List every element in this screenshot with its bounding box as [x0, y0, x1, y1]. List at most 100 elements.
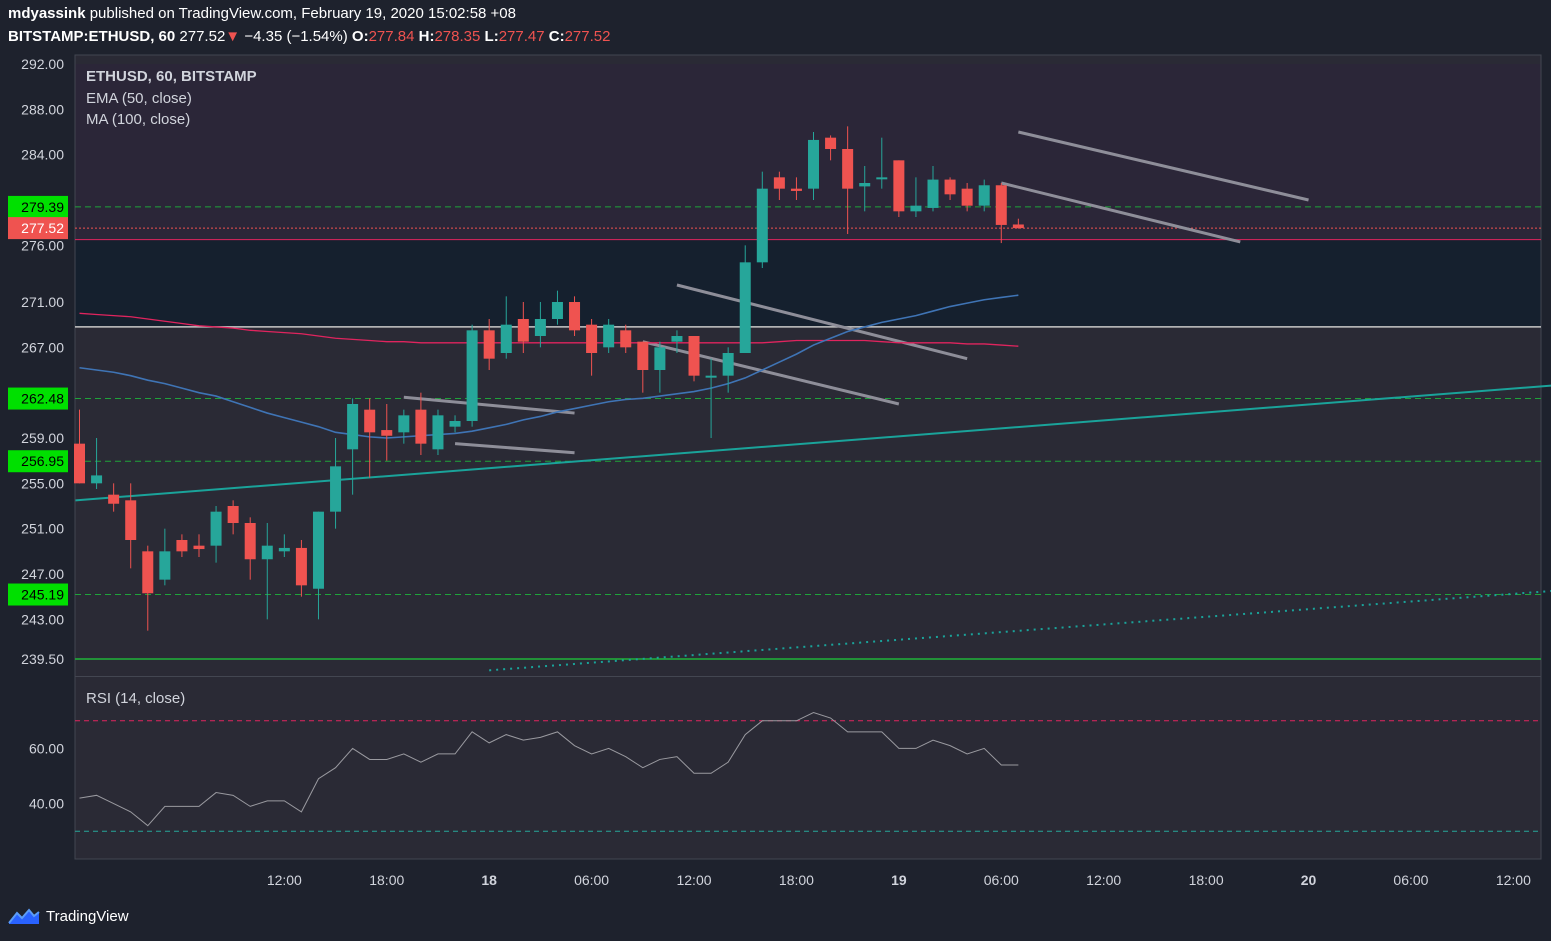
high-label: H:	[418, 28, 435, 45]
zone-upper	[75, 64, 1541, 240]
legend-ema: EMA (50, close)	[86, 90, 192, 107]
candle-body	[1012, 224, 1024, 229]
candle-body	[432, 415, 444, 450]
candle-body	[739, 262, 751, 353]
pattern-upper-line	[1018, 130, 1309, 202]
candle-body	[330, 466, 342, 512]
time-axis-label: 06:00	[574, 872, 609, 888]
candle-body	[74, 443, 85, 484]
candle-body	[210, 511, 222, 546]
rsi-line	[79, 711, 1019, 827]
candle-body	[108, 494, 120, 504]
ma-100-line	[79, 312, 1019, 347]
candle-body	[927, 179, 939, 208]
rsi-axis-label: 60.00	[29, 740, 64, 756]
candle-body	[654, 347, 666, 370]
candle-body	[756, 188, 768, 263]
brand-name: TradingView	[46, 907, 129, 925]
candle-body	[261, 545, 273, 560]
candle-body	[381, 430, 393, 436]
price-axis-label: 255.00	[21, 475, 64, 491]
pattern-upper-line	[403, 395, 575, 415]
candle-body	[842, 149, 854, 189]
time-axis-label: 18	[481, 872, 497, 888]
candle-body	[347, 404, 359, 450]
tradingview-logo-icon	[8, 908, 40, 924]
price-axis-label: 271.00	[21, 294, 64, 310]
time-axis-label: 12:00	[267, 872, 302, 888]
price-axis-label: 288.00	[21, 101, 64, 117]
price-axis-label: 251.00	[21, 521, 64, 537]
ema-50-line	[79, 294, 1019, 439]
time-axis-label: 18:00	[779, 872, 814, 888]
rsi-legend: RSI (14, close)	[86, 690, 185, 707]
price-axis-label: 267.00	[21, 339, 64, 355]
candle-body	[159, 551, 171, 580]
price-change: −4.35 (−1.54%)	[244, 28, 348, 45]
level-tag-label: 245.19	[21, 587, 64, 603]
publish-line: mdyassink published on TradingView.com, …	[8, 5, 516, 22]
candle-body	[790, 188, 802, 191]
candle-body	[193, 545, 205, 550]
price-axis-label: 259.00	[21, 430, 64, 446]
candle-body	[995, 185, 1007, 225]
level-tag-label: 279.39	[21, 199, 64, 215]
rsi-panel-bg	[75, 677, 1541, 859]
candle-body	[944, 179, 956, 195]
candle-body	[466, 330, 478, 421]
candle-body	[125, 500, 137, 540]
last-price: 277.52	[179, 28, 226, 45]
candle-body	[500, 324, 512, 353]
candle-body	[688, 336, 700, 376]
candle-body	[722, 353, 734, 376]
candle-body	[773, 177, 785, 189]
current-price-label: 277.52	[21, 220, 64, 236]
candle-body	[551, 302, 563, 319]
low-label: L:	[484, 28, 499, 45]
price-axis-label: 243.00	[21, 611, 64, 627]
level-tag	[8, 450, 68, 473]
time-axis-label: 12:00	[1086, 872, 1121, 888]
candle-body	[534, 319, 546, 336]
level-tag-label: 256.95	[21, 453, 64, 469]
candle-body	[859, 183, 871, 187]
candle-body	[808, 139, 820, 189]
candle-body	[91, 475, 103, 484]
rsi-axis-label: 40.00	[29, 796, 64, 812]
price-axis-label: 292.00	[21, 56, 64, 72]
low-value: 277.47	[498, 28, 545, 45]
zone-middle	[75, 239, 1541, 327]
candle-body	[398, 415, 410, 433]
high-value: 278.35	[434, 28, 481, 45]
candle-body	[295, 547, 307, 586]
price-axis-label: 276.00	[21, 237, 64, 253]
candle-body	[569, 302, 581, 331]
candle-body	[620, 330, 632, 348]
candle-body	[227, 506, 239, 523]
price-axis-label: 239.50	[21, 651, 64, 667]
current-price-tag	[8, 217, 68, 240]
candle-body	[142, 551, 154, 594]
price-axis-label: 247.00	[21, 566, 64, 582]
candle-body	[483, 330, 495, 359]
time-axis-label: 18:00	[1189, 872, 1224, 888]
candle-body	[312, 511, 324, 589]
trendline	[75, 384, 1551, 502]
candle-body	[586, 324, 598, 353]
candle-body	[364, 409, 376, 433]
candle-body	[910, 205, 922, 212]
candle-body	[244, 523, 256, 560]
level-tag	[8, 195, 68, 218]
level-tag-label: 262.48	[21, 391, 64, 407]
pattern-lower-line	[1000, 181, 1241, 244]
legend-ma: MA (100, close)	[86, 111, 190, 128]
open-label: O:	[351, 28, 369, 45]
footer: TradingView	[8, 906, 129, 926]
candle-body	[278, 547, 290, 552]
time-axis-label: 20	[1301, 872, 1317, 888]
candle-body	[961, 188, 973, 206]
price-axis-label: 284.00	[21, 147, 64, 163]
time-axis-label: 06:00	[1393, 872, 1428, 888]
close-value: 277.52	[564, 28, 611, 45]
